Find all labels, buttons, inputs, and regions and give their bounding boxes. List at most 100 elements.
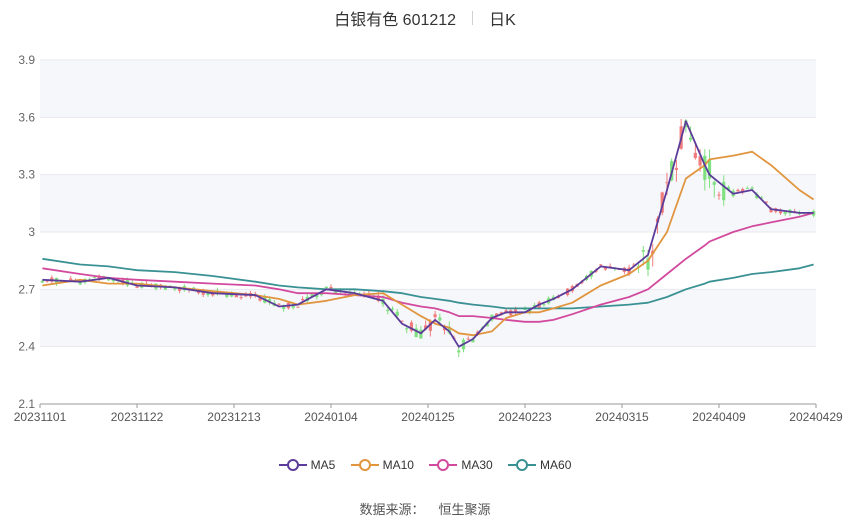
candle-up xyxy=(632,264,636,266)
candle-up xyxy=(769,209,773,213)
x-tick-label: 20231101 xyxy=(14,410,67,424)
candle-down xyxy=(707,159,712,179)
candle-down xyxy=(703,155,707,180)
candle-up xyxy=(400,320,404,322)
candle-up xyxy=(135,286,139,288)
candle-down xyxy=(646,258,650,270)
candle-down xyxy=(107,277,111,281)
candle-down xyxy=(414,328,418,338)
candle-down xyxy=(92,277,97,279)
candle-down xyxy=(163,287,167,290)
ma60-line xyxy=(42,257,814,310)
candle-down xyxy=(395,311,399,316)
candle-up xyxy=(258,298,262,301)
candle-up xyxy=(69,278,73,282)
ma30-line xyxy=(42,212,814,323)
x-tick-label: 20240104 xyxy=(304,410,358,424)
candle-up xyxy=(736,189,740,192)
y-tick-label: 3.3 xyxy=(18,168,35,182)
legend-item-ma30[interactable]: MA30 xyxy=(429,458,493,472)
candle-down xyxy=(192,287,196,289)
candle-down xyxy=(282,305,286,309)
candle-down xyxy=(523,308,527,310)
legend-item-ma5[interactable]: MA5 xyxy=(278,458,336,472)
candle-down xyxy=(206,292,210,296)
candle-down xyxy=(348,292,352,295)
candle-up xyxy=(778,211,783,214)
candle-down xyxy=(447,326,451,334)
candle-up xyxy=(741,189,745,193)
candle-up xyxy=(495,313,499,317)
x-tick-label: 20240315 xyxy=(595,410,649,424)
candle-down xyxy=(173,287,177,290)
candle-down xyxy=(390,308,395,310)
candle-up xyxy=(674,167,679,170)
source-label: 数据来源： xyxy=(359,502,425,517)
candle-up xyxy=(504,310,508,313)
candle-up xyxy=(665,182,669,184)
x-tick-label: 20240429 xyxy=(789,410,843,424)
grid-band xyxy=(40,289,816,347)
chart-legend: MA5 MA10 MA30 MA60 xyxy=(0,458,850,474)
candle-up xyxy=(45,280,49,282)
candle-up xyxy=(717,194,721,196)
candle-up xyxy=(513,309,518,313)
candle-up xyxy=(301,298,305,301)
legend-label-ma60: MA60 xyxy=(540,458,572,472)
candle-up xyxy=(466,338,470,340)
chart-title: 白银有色 601212 日K xyxy=(0,6,850,29)
candle-down xyxy=(315,295,319,298)
legend-label-ma5: MA5 xyxy=(310,458,336,472)
legend-item-ma60[interactable]: MA60 xyxy=(508,458,571,472)
candle-up xyxy=(239,297,243,299)
legend-item-ma10[interactable]: MA10 xyxy=(350,458,414,472)
candle-up xyxy=(698,156,702,166)
period-label: 日K xyxy=(489,12,516,29)
data-source: 数据来源： 恒生聚源 xyxy=(0,499,850,518)
legend-label-ma30: MA30 xyxy=(461,458,493,472)
candle-up xyxy=(97,277,101,279)
candle-down xyxy=(726,187,731,190)
x-tick-label: 20231213 xyxy=(207,410,261,424)
candle-up xyxy=(376,295,380,302)
y-tick-label: 2.4 xyxy=(18,340,35,354)
candle-down xyxy=(457,350,461,353)
candle-up xyxy=(599,264,603,266)
candle-down xyxy=(225,293,229,297)
y-tick-label: 2.1 xyxy=(18,397,35,411)
candle-down xyxy=(267,299,272,303)
candle-down xyxy=(641,250,645,252)
title-divider xyxy=(472,11,474,25)
candle-down xyxy=(40,280,44,283)
candle-down xyxy=(78,282,82,285)
candle-down xyxy=(291,304,295,308)
x-tick-label: 20240125 xyxy=(401,410,455,424)
candle-up xyxy=(428,321,432,331)
source-value: 恒生聚源 xyxy=(438,502,491,517)
candle-down xyxy=(471,339,475,343)
candle-down xyxy=(542,304,546,306)
candle-down xyxy=(712,181,716,185)
candle-up xyxy=(234,294,238,298)
candle-down xyxy=(759,197,764,199)
candle-down xyxy=(722,181,726,201)
candle-down xyxy=(111,279,115,282)
candle-up xyxy=(660,192,664,213)
candle-down xyxy=(438,317,442,321)
candle-up xyxy=(409,322,414,331)
y-tick-label: 2.7 xyxy=(18,282,35,296)
candle-down xyxy=(532,305,537,307)
candle-down xyxy=(324,286,328,289)
x-tick-label: 20240409 xyxy=(692,410,746,424)
grid-band xyxy=(40,174,816,232)
candle-down xyxy=(745,187,749,189)
x-tick-label: 20231122 xyxy=(111,410,164,424)
legend-label-ma10: MA10 xyxy=(382,458,414,472)
stock-name-code: 白银有色 601212 xyxy=(334,12,457,29)
x-tick-label: 20240223 xyxy=(498,410,552,424)
candle-up xyxy=(433,314,437,318)
candle-down xyxy=(750,187,754,189)
candle-down xyxy=(386,309,390,312)
candle-down xyxy=(755,194,759,199)
